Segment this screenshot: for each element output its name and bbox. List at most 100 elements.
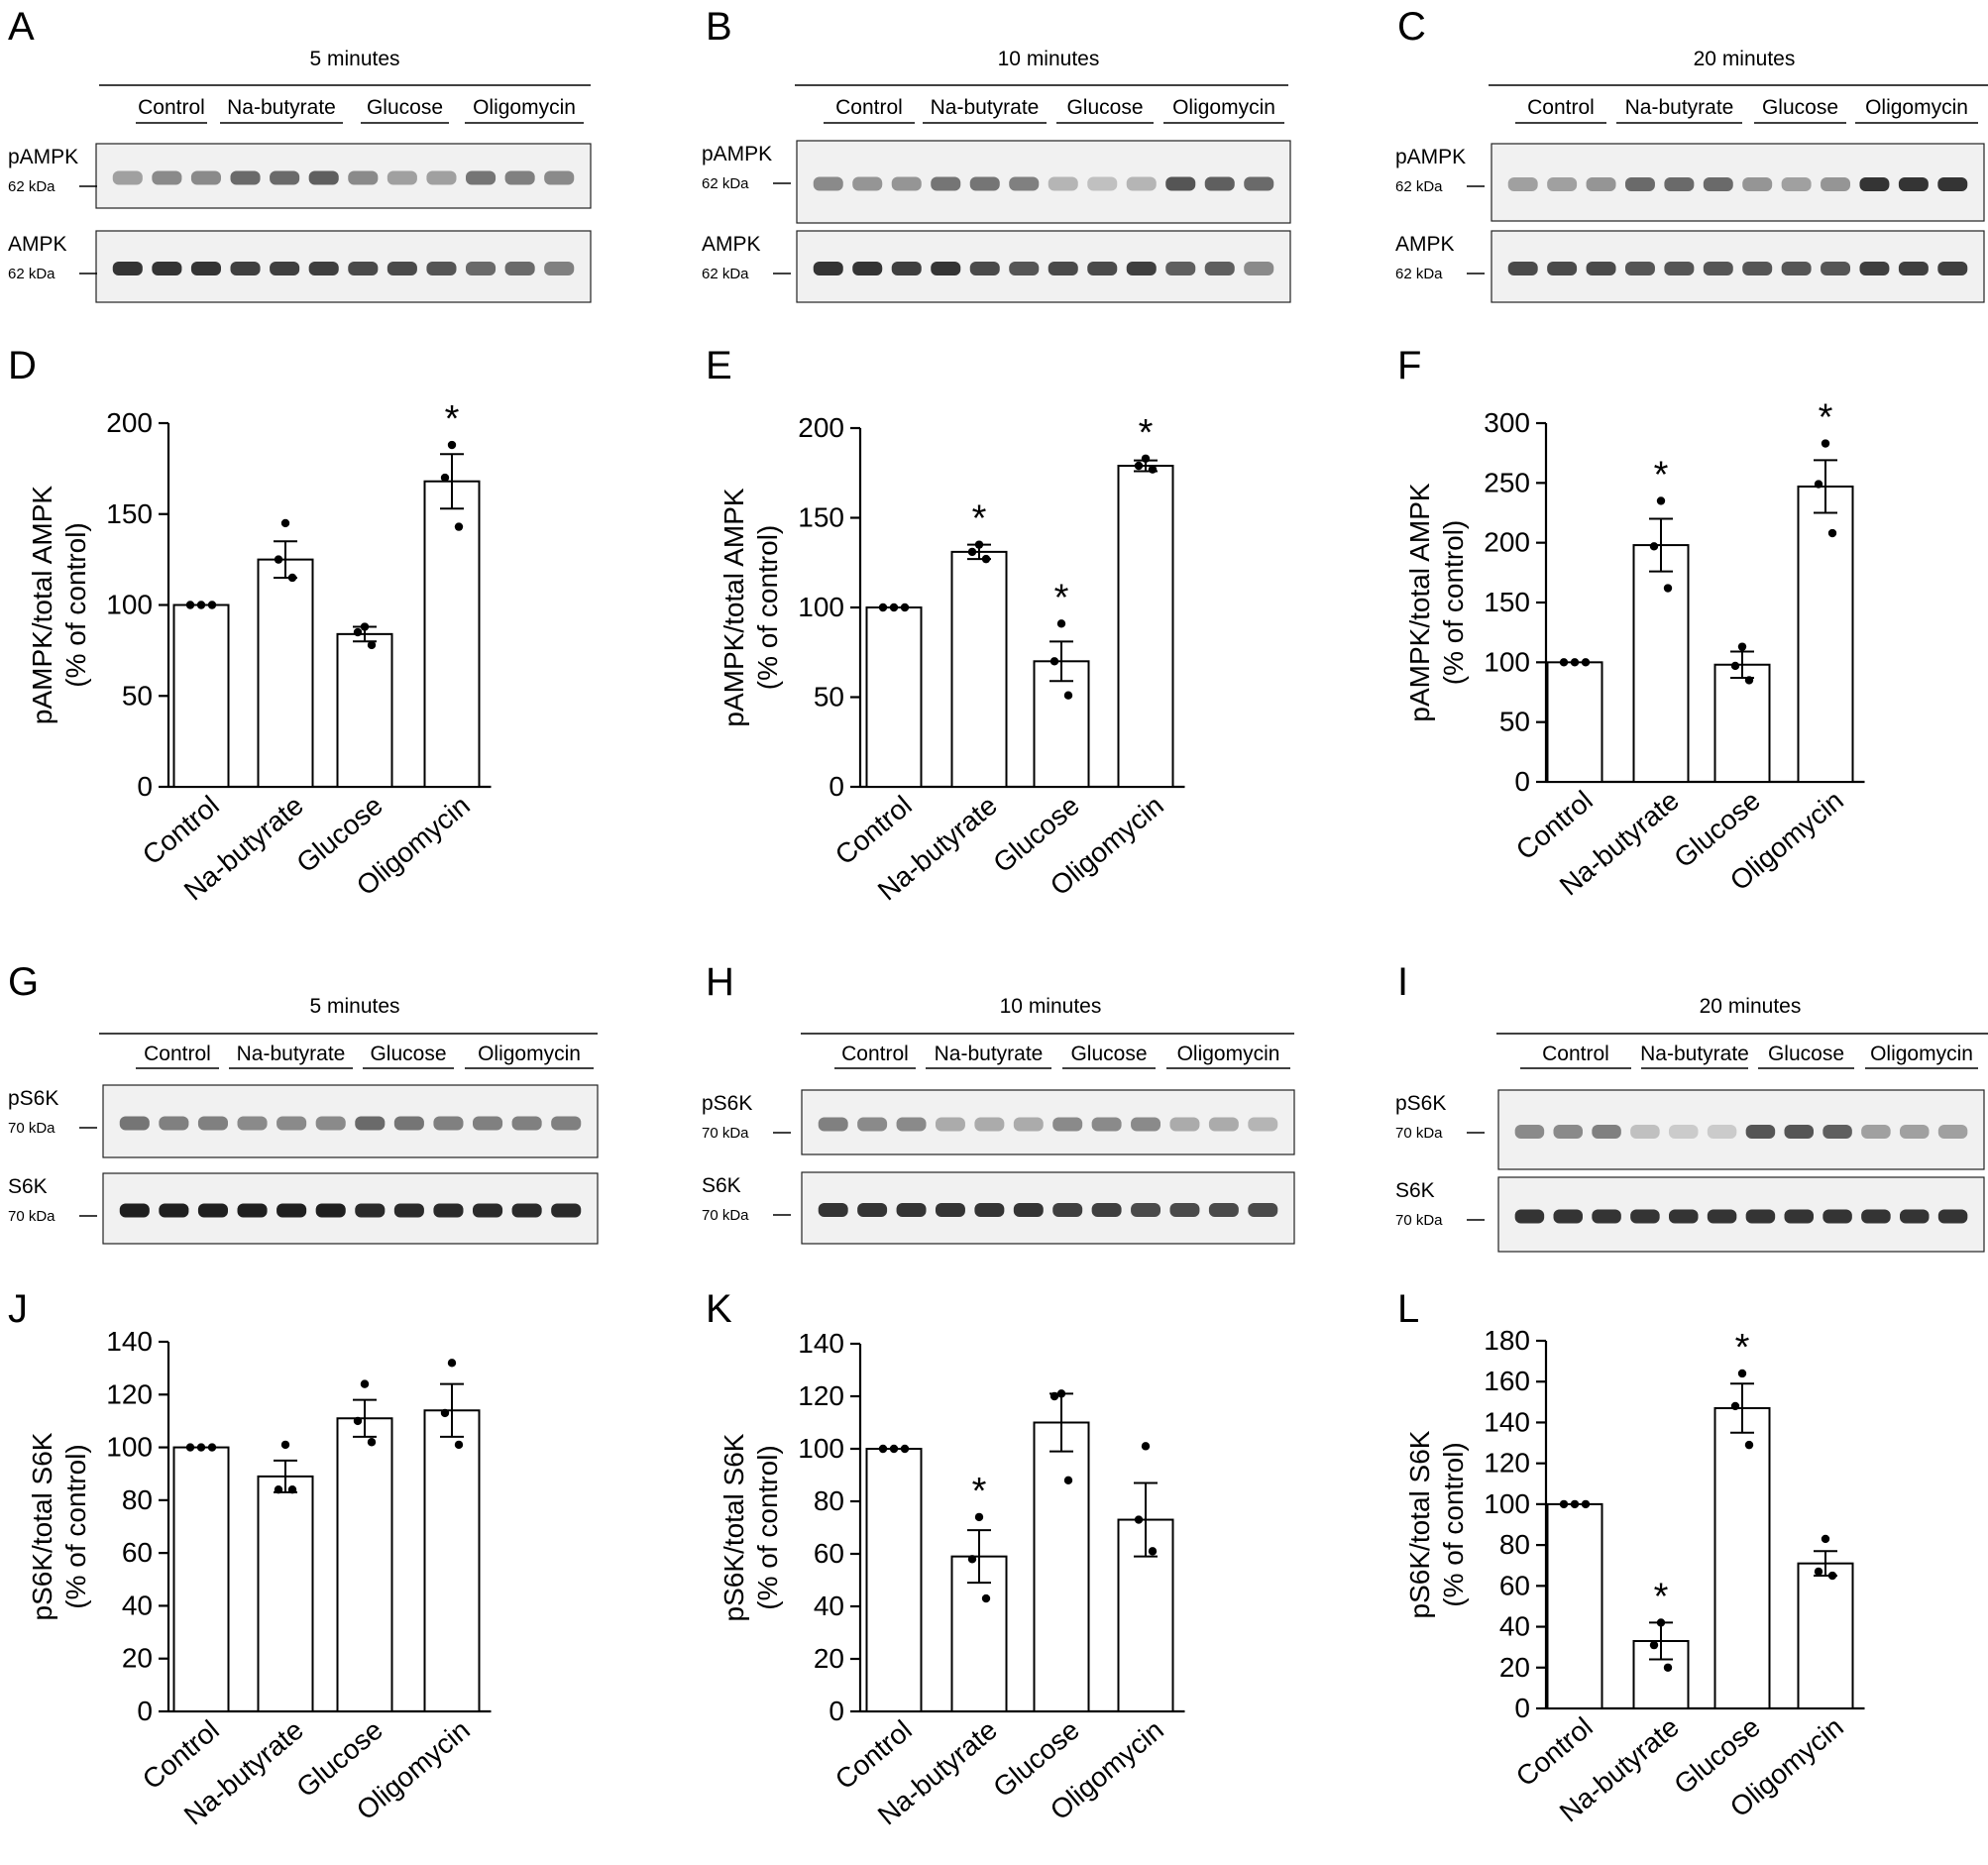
blot-band bbox=[1784, 1209, 1815, 1224]
blot-row-label: pAMPK bbox=[702, 143, 772, 165]
blot-band bbox=[1624, 262, 1655, 275]
panel-letter-g: G bbox=[8, 960, 39, 1004]
y-tick-label: 180 bbox=[1484, 1325, 1530, 1356]
y-tick-label: 80 bbox=[1499, 1529, 1530, 1560]
y-tick-label: 140 bbox=[798, 1328, 844, 1359]
blot-band bbox=[1244, 262, 1274, 275]
blot-band bbox=[852, 262, 883, 275]
data-point bbox=[1649, 1640, 1659, 1650]
y-tick-label: 0 bbox=[828, 771, 844, 802]
blot-band bbox=[1937, 177, 1968, 191]
data-point bbox=[1827, 1571, 1837, 1581]
panel-letter-e: E bbox=[706, 344, 732, 387]
bar bbox=[1117, 465, 1174, 788]
blot-band bbox=[237, 1203, 268, 1218]
data-point bbox=[1730, 1401, 1740, 1411]
significance-asterisk: * bbox=[972, 1471, 987, 1512]
molecular-weight-label: 62 kDa bbox=[1395, 178, 1443, 195]
data-point bbox=[1134, 1515, 1144, 1524]
blot-group-label: Control bbox=[1527, 96, 1595, 119]
blot-band bbox=[1664, 177, 1695, 191]
blot-band bbox=[1087, 262, 1118, 275]
blot-group-label: Oligomycin bbox=[1870, 1042, 1973, 1065]
blot-band bbox=[466, 262, 497, 275]
blot-band bbox=[1859, 177, 1890, 191]
y-axis-title: pS6K/total S6K bbox=[718, 1433, 749, 1621]
data-point bbox=[360, 622, 370, 631]
blot-band bbox=[935, 1117, 965, 1132]
blot-timepoint-label: 10 minutes bbox=[1000, 995, 1102, 1018]
data-point bbox=[367, 1438, 377, 1447]
data-point bbox=[981, 554, 991, 564]
y-tick-label: 160 bbox=[1484, 1366, 1530, 1396]
blot-band bbox=[544, 262, 575, 275]
data-point bbox=[287, 1485, 297, 1494]
blot-band bbox=[544, 170, 575, 185]
y-tick-label: 100 bbox=[1484, 646, 1530, 677]
significance-asterisk: * bbox=[1654, 454, 1669, 495]
blot-timepoint-label: 5 minutes bbox=[309, 995, 399, 1018]
y-tick-label: 20 bbox=[814, 1643, 844, 1674]
blot-band bbox=[473, 1116, 503, 1131]
blot-band bbox=[1204, 262, 1235, 275]
data-point bbox=[967, 1555, 977, 1564]
blot-band bbox=[1821, 262, 1851, 275]
blot-band bbox=[276, 1203, 307, 1218]
blot-band bbox=[1087, 176, 1118, 191]
bar bbox=[1713, 663, 1771, 783]
blot-band bbox=[1624, 177, 1655, 191]
blot-band bbox=[1009, 176, 1040, 191]
y-axis-title: pS6K/total S6K bbox=[27, 1432, 57, 1620]
y-axis-subtitle: (% of control) bbox=[752, 1445, 783, 1610]
blot-band bbox=[152, 170, 182, 185]
data-point bbox=[207, 1443, 217, 1452]
blot-timepoint-label: 20 minutes bbox=[1700, 995, 1802, 1018]
bar bbox=[1546, 1502, 1603, 1710]
blot-row-label: S6K bbox=[1395, 1179, 1435, 1202]
blot-band bbox=[1131, 1117, 1161, 1132]
y-tick-label: 100 bbox=[798, 1433, 844, 1464]
blot-band bbox=[1165, 262, 1196, 275]
y-axis-title: pAMPK/total AMPK bbox=[1404, 483, 1435, 722]
blot-band bbox=[1703, 177, 1733, 191]
bar bbox=[865, 606, 923, 788]
blot-band bbox=[270, 170, 300, 185]
data-point bbox=[1056, 619, 1066, 628]
blot-band bbox=[348, 262, 379, 275]
blot-band bbox=[230, 262, 261, 275]
data-point bbox=[1827, 528, 1837, 538]
blot-timepoint-label: 10 minutes bbox=[998, 48, 1100, 70]
blot-band bbox=[896, 1117, 927, 1132]
bar-chart-d: 0 50 100 150 200 pAMPK/total AMPK (% of contro… bbox=[27, 398, 492, 907]
blot-row-label: pAMPK bbox=[8, 146, 78, 168]
y-tick-label: 250 bbox=[1484, 467, 1530, 497]
blot-band bbox=[1547, 177, 1578, 191]
data-point bbox=[1656, 1618, 1666, 1627]
data-point bbox=[454, 522, 464, 531]
bar bbox=[423, 1409, 481, 1713]
y-axis-subtitle: (% of control) bbox=[752, 525, 783, 691]
blot-band bbox=[393, 1116, 424, 1131]
data-point bbox=[974, 540, 984, 549]
blot-band bbox=[504, 170, 535, 185]
blot-band bbox=[1507, 177, 1538, 191]
blot-group-label: Glucose bbox=[1066, 96, 1143, 119]
blot-band bbox=[511, 1203, 542, 1218]
blot-panel-g: 5 minutes Control Na-butyrate Glucose Oligom… bbox=[8, 995, 599, 1245]
panel-letter-j: J bbox=[8, 1287, 28, 1331]
significance-asterisk: * bbox=[1819, 397, 1833, 439]
molecular-weight-label: 62 kDa bbox=[702, 266, 749, 282]
blot-band bbox=[1668, 1125, 1699, 1139]
y-tick-label: 40 bbox=[1499, 1611, 1530, 1642]
bar bbox=[257, 1475, 314, 1712]
blot-band bbox=[974, 1203, 1005, 1217]
blot-group-label: Oligomycin bbox=[473, 96, 576, 119]
blot-band bbox=[1703, 262, 1733, 275]
y-tick-label: 80 bbox=[122, 1484, 153, 1515]
data-point bbox=[1056, 1389, 1066, 1398]
data-point bbox=[1581, 658, 1591, 667]
blot-band bbox=[1248, 1203, 1278, 1217]
y-tick-label: 80 bbox=[814, 1485, 844, 1516]
data-point bbox=[353, 627, 363, 637]
